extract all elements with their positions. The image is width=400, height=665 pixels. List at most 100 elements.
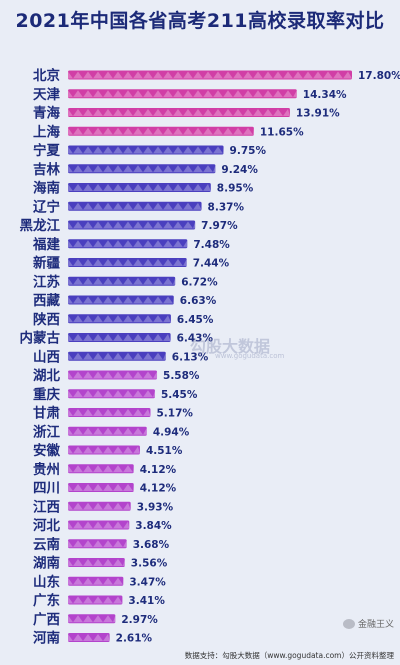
value-label: 2.61% (116, 633, 153, 645)
bar-texture (68, 315, 171, 323)
category-label: 浙江 (33, 423, 60, 440)
bar-texture (68, 146, 224, 154)
bar (68, 220, 196, 230)
value-label: 2.97% (121, 614, 158, 626)
watermark-url: www.gogudata.com (215, 352, 285, 360)
category-label: 广东 (33, 592, 60, 609)
value-label: 13.91% (296, 108, 340, 120)
category-label: 河北 (33, 517, 60, 534)
wechat-icon (342, 618, 355, 629)
category-label: 江西 (33, 498, 60, 515)
bar-texture (68, 446, 140, 454)
value-label: 6.72% (181, 276, 218, 288)
bar (68, 576, 124, 586)
category-label: 甘肃 (33, 405, 60, 422)
category-label: 吉林 (33, 161, 60, 178)
bar-texture (68, 409, 151, 416)
value-label: 6.45% (177, 314, 214, 326)
bar (68, 351, 166, 361)
bar-texture (68, 165, 216, 173)
bar-texture (68, 634, 110, 641)
bar-texture (68, 184, 211, 191)
value-label: 9.75% (230, 145, 267, 157)
bar-texture (68, 502, 131, 510)
category-label: 宁夏 (33, 142, 60, 159)
bar (68, 595, 123, 605)
value-label: 14.34% (303, 89, 347, 101)
bar-texture (68, 259, 187, 266)
category-label: 黑龙江 (20, 217, 61, 234)
bar (68, 145, 224, 155)
category-label: 重庆 (33, 386, 60, 403)
category-label: 湖北 (33, 368, 60, 384)
bar-texture (68, 577, 124, 585)
watermark-text: 勾股大数据 (190, 337, 271, 356)
category-label: 青海 (33, 105, 60, 122)
category-label: 内蒙古 (20, 330, 61, 347)
category-label: 河南 (33, 630, 60, 647)
value-label: 3.93% (137, 501, 174, 513)
bar-texture (68, 277, 176, 285)
chart-title: 2021年中国各省高考211高校录取率对比 (15, 10, 385, 32)
value-label: 4.12% (140, 483, 177, 495)
value-label: 3.41% (128, 595, 165, 607)
bar-texture (68, 90, 297, 98)
bar (68, 539, 127, 549)
bar (68, 426, 147, 436)
value-label: 3.68% (133, 539, 170, 551)
bar (68, 258, 187, 267)
bar (68, 370, 158, 380)
value-label: 5.45% (161, 389, 198, 401)
bar (68, 108, 290, 117)
category-label: 山西 (33, 349, 60, 365)
value-label: 3.56% (131, 558, 168, 570)
category-label: 云南 (33, 536, 60, 553)
bar-texture (68, 540, 127, 548)
category-label: 安徽 (33, 442, 60, 459)
value-label: 7.48% (193, 239, 230, 251)
value-label: 8.95% (217, 183, 254, 195)
bar (68, 239, 188, 249)
value-label: 6.13% (172, 351, 209, 363)
bar (68, 89, 297, 99)
value-label: 9.24% (221, 164, 258, 176)
value-label: 17.80% (358, 70, 400, 82)
bar-texture (68, 127, 254, 135)
value-label: 6.43% (177, 333, 214, 345)
bar-texture (68, 109, 290, 116)
category-label: 四川 (33, 481, 60, 497)
bar (68, 164, 216, 174)
value-label: 4.12% (140, 464, 177, 476)
category-label: 北京 (33, 67, 60, 84)
category-label: 西藏 (33, 292, 60, 309)
bar-texture (68, 427, 147, 435)
bar-texture (68, 371, 158, 379)
bar (68, 464, 134, 474)
bar-texture (68, 484, 134, 491)
category-label: 辽宁 (33, 198, 60, 215)
source-note: 数据支持：勾股大数据（www.gogudata.com）公开资料整理 (184, 651, 394, 660)
category-label: 天津 (33, 86, 60, 103)
bar (68, 201, 202, 211)
category-label: 海南 (33, 180, 60, 197)
category-label: 广西 (33, 611, 60, 628)
category-label: 陕西 (33, 311, 60, 328)
bar (68, 558, 125, 567)
bar-texture (68, 296, 174, 304)
bar-texture (68, 465, 134, 473)
bar (68, 314, 171, 324)
bar (68, 126, 254, 136)
bar-texture (68, 202, 202, 210)
bar (68, 183, 211, 192)
value-label: 8.37% (208, 201, 245, 213)
bar-texture (68, 221, 196, 229)
bar (68, 445, 140, 455)
value-label: 5.58% (163, 370, 200, 382)
bar (68, 295, 174, 305)
bar (68, 633, 110, 642)
bar-texture (68, 596, 123, 604)
wechat-account: 金融王义 (342, 617, 394, 630)
category-label: 新疆 (33, 255, 60, 272)
category-label: 贵州 (33, 461, 60, 478)
